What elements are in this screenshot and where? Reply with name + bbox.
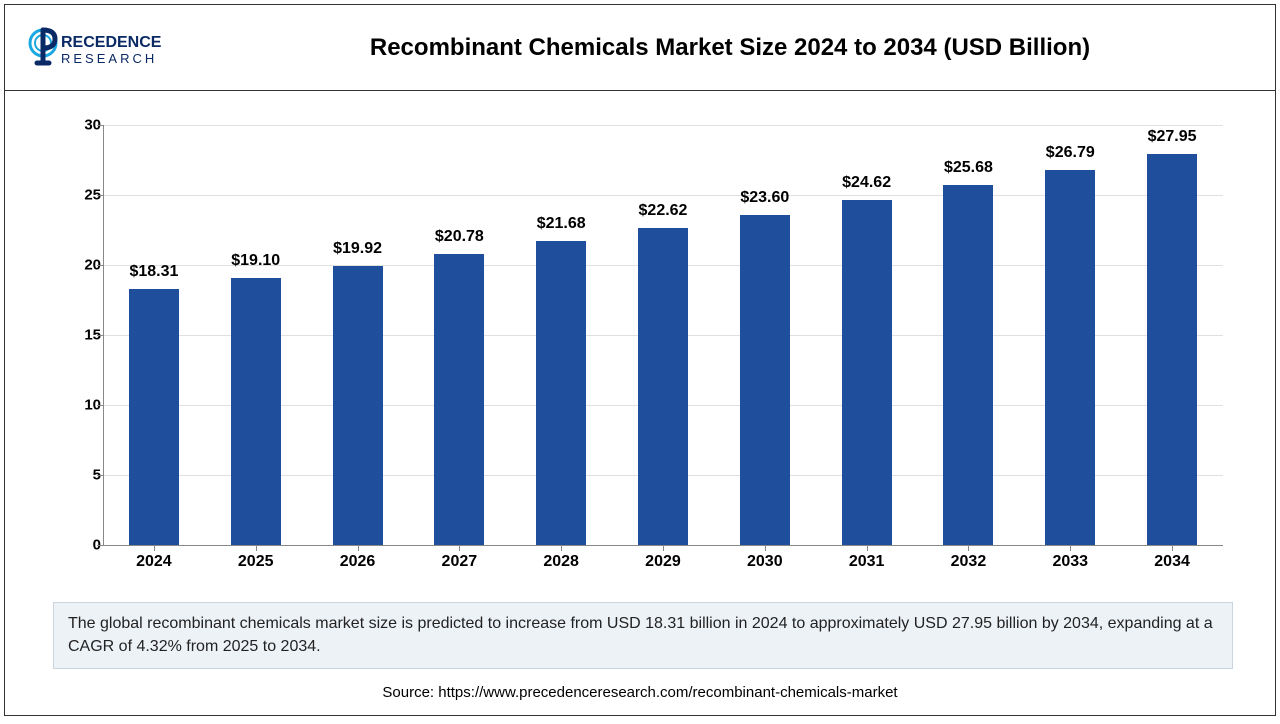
bar: $20.78	[434, 254, 484, 545]
bar-group: $19.92	[307, 266, 409, 545]
bar-value-label: $20.78	[435, 228, 484, 246]
bar-value-label: $18.31	[129, 263, 178, 281]
chart-area: $18.31 $19.10 $19.92 $20.78 $21.68 $22.62 $23.…	[53, 125, 1233, 575]
logo: RECEDENCE RESEARCH	[25, 18, 205, 78]
svg-text:RECEDENCE: RECEDENCE	[61, 34, 162, 51]
chart-container: RECEDENCE RESEARCH Recombinant Chemicals…	[4, 4, 1276, 716]
bar-group: $25.68	[918, 185, 1020, 545]
x-axis-tick-label: 2027	[408, 553, 510, 571]
bar: $18.31	[129, 289, 179, 545]
x-axis-tick-label: 2025	[205, 553, 307, 571]
bar-value-label: $27.95	[1148, 128, 1197, 146]
x-axis-tick-label: 2031	[816, 553, 918, 571]
bar-group: $18.31	[103, 289, 205, 545]
svg-text:RESEARCH: RESEARCH	[61, 51, 157, 66]
x-axis-tick-label: 2028	[510, 553, 612, 571]
title-wrap: Recombinant Chemicals Market Size 2024 t…	[205, 34, 1255, 62]
bar-value-label: $19.10	[231, 252, 280, 270]
x-axis-line	[103, 545, 1223, 546]
plot-area: $18.31 $19.10 $19.92 $20.78 $21.68 $22.62 $23.…	[103, 125, 1223, 545]
gridline	[103, 125, 1223, 126]
bar-group: $20.78	[408, 254, 510, 545]
bar: $24.62	[842, 200, 892, 545]
bar: $19.10	[231, 278, 281, 545]
y-axis-tick-label: 15	[61, 327, 101, 344]
x-axis-tick-label: 2033	[1019, 553, 1121, 571]
precedence-logo-icon: RECEDENCE RESEARCH	[25, 23, 205, 73]
bar: $26.79	[1045, 170, 1095, 545]
bar: $22.62	[638, 228, 688, 545]
y-axis-tick-label: 5	[61, 467, 101, 484]
x-axis-tick-label: 2034	[1121, 553, 1223, 571]
x-axis-tick-label: 2030	[714, 553, 816, 571]
y-axis-tick-label: 0	[61, 537, 101, 554]
bar: $21.68	[536, 241, 586, 545]
bar-group: $19.10	[205, 278, 307, 545]
bar-value-label: $21.68	[537, 215, 586, 233]
bar-value-label: $26.79	[1046, 144, 1095, 162]
y-axis-tick-label: 20	[61, 257, 101, 274]
x-axis-tick-label: 2026	[307, 553, 409, 571]
bar-group: $23.60	[714, 215, 816, 545]
bar-group: $22.62	[612, 228, 714, 545]
chart-title: Recombinant Chemicals Market Size 2024 t…	[205, 34, 1255, 62]
bar-value-label: $25.68	[944, 159, 993, 177]
bar: $25.68	[943, 185, 993, 545]
bar-value-label: $24.62	[842, 174, 891, 192]
bar-group: $27.95	[1121, 154, 1223, 545]
bar: $23.60	[740, 215, 790, 545]
x-axis-tick-label: 2029	[612, 553, 714, 571]
x-axis-tick-label: 2032	[918, 553, 1020, 571]
bar: $27.95	[1147, 154, 1197, 545]
bar-value-label: $22.62	[639, 202, 688, 220]
y-axis-tick-label: 10	[61, 397, 101, 414]
bar: $19.92	[333, 266, 383, 545]
bar-group: $26.79	[1019, 170, 1121, 545]
x-axis-tick-label: 2024	[103, 553, 205, 571]
bar-group: $24.62	[816, 200, 918, 545]
bar-group: $21.68	[510, 241, 612, 545]
bar-value-label: $19.92	[333, 240, 382, 258]
y-axis-line	[103, 125, 104, 545]
caption-text: The global recombinant chemicals market …	[68, 615, 1213, 654]
source-text: Source: https://www.precedenceresearch.c…	[5, 684, 1275, 701]
y-axis-tick-label: 30	[61, 117, 101, 134]
bar-value-label: $23.60	[740, 189, 789, 207]
y-axis-tick-label: 25	[61, 187, 101, 204]
header: RECEDENCE RESEARCH Recombinant Chemicals…	[5, 5, 1275, 91]
caption-box: The global recombinant chemicals market …	[53, 602, 1233, 669]
